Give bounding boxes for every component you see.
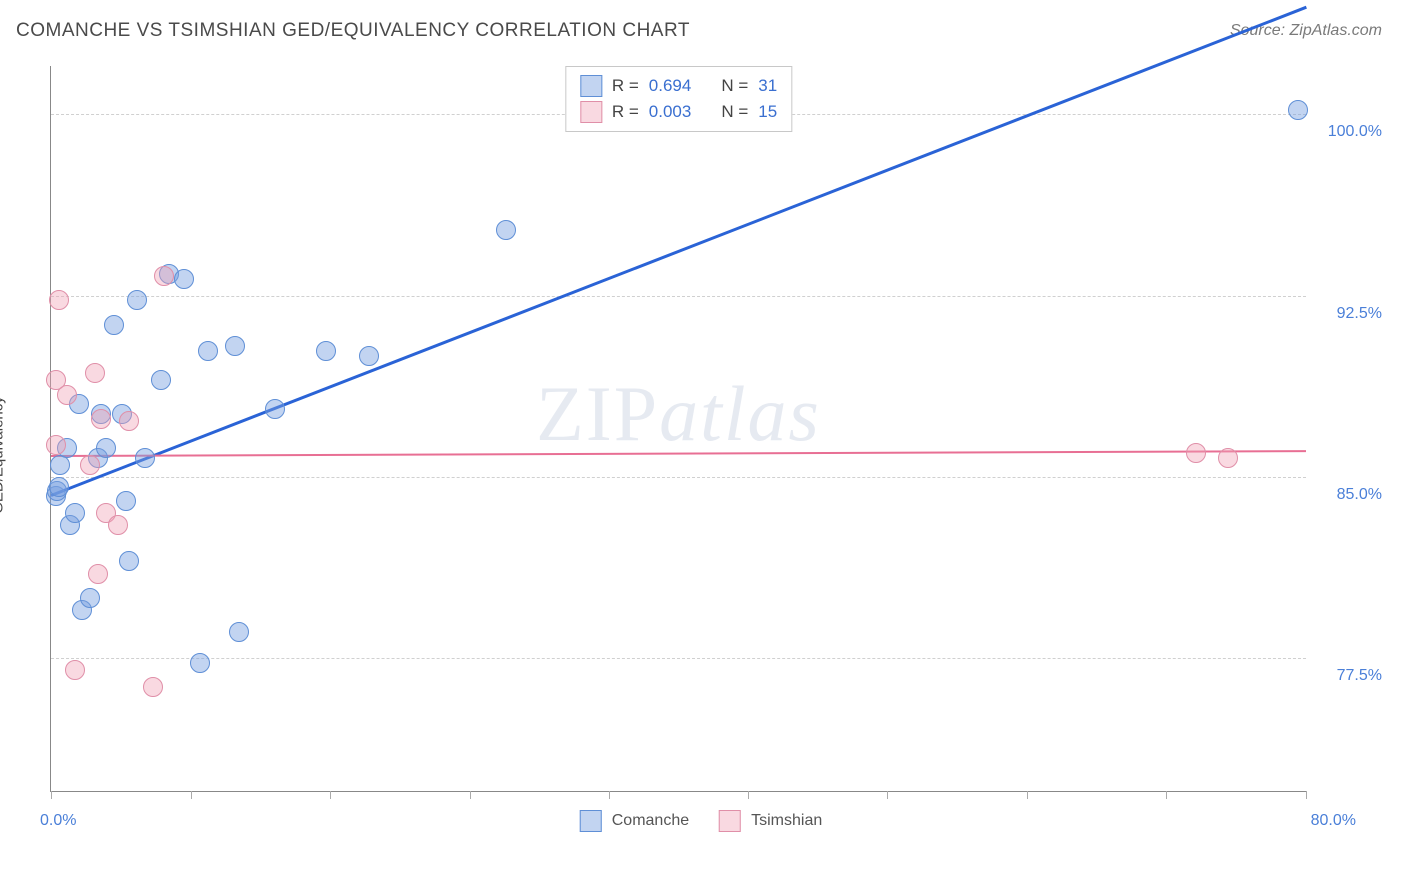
series1-point	[229, 622, 249, 642]
y-tick-label: 100.0%	[1312, 123, 1382, 141]
series2-point	[46, 435, 66, 455]
legend-item-tsimshian: Tsimshian	[719, 810, 822, 832]
series1-point	[190, 653, 210, 673]
series1-point	[135, 448, 155, 468]
series1-point	[359, 346, 379, 366]
correlation-legend: R = 0.694 N = 31 R = 0.003 N = 15	[565, 66, 792, 132]
gridline	[51, 477, 1306, 478]
swatch-comanche	[580, 75, 602, 97]
series1-point	[116, 491, 136, 511]
series2-point	[154, 266, 174, 286]
x-axis-min-label: 0.0%	[40, 812, 76, 830]
series1-point	[127, 290, 147, 310]
plot-area: ZIPatlas R = 0.694 N = 31 R = 0.003 N = …	[50, 66, 1306, 792]
n-label: N =	[721, 76, 748, 96]
chart-container: GED/Equivalency ZIPatlas R = 0.694 N = 3…	[16, 58, 1386, 852]
x-tick-mark	[51, 791, 52, 799]
legend-item-comanche: Comanche	[580, 810, 689, 832]
series2-point	[80, 455, 100, 475]
r-value-comanche: 0.694	[649, 76, 692, 96]
series2-point	[91, 409, 111, 429]
source-attribution: Source: ZipAtlas.com	[1230, 22, 1382, 40]
swatch-comanche	[580, 810, 602, 832]
series2-point	[108, 515, 128, 535]
series-legend: Comanche Tsimshian	[580, 810, 823, 832]
series1-point	[104, 315, 124, 335]
series1-point	[225, 336, 245, 356]
series2-point	[1218, 448, 1238, 468]
series1-point	[265, 399, 285, 419]
r-label: R =	[612, 102, 639, 122]
series1-point	[65, 503, 85, 523]
watermark: ZIPatlas	[536, 369, 821, 459]
series-name-comanche: Comanche	[612, 812, 689, 830]
series1-point	[198, 341, 218, 361]
n-value-tsimshian: 15	[758, 102, 777, 122]
legend-row-tsimshian: R = 0.003 N = 15	[580, 99, 777, 125]
series2-point	[65, 660, 85, 680]
swatch-tsimshian	[580, 101, 602, 123]
swatch-tsimshian	[719, 810, 741, 832]
x-tick-mark	[330, 791, 331, 799]
x-tick-mark	[609, 791, 610, 799]
x-tick-mark	[1166, 791, 1167, 799]
x-tick-mark	[748, 791, 749, 799]
series2-point	[85, 363, 105, 383]
y-tick-label: 85.0%	[1312, 486, 1382, 504]
y-tick-label: 92.5%	[1312, 305, 1382, 323]
series1-point	[80, 588, 100, 608]
gridline	[51, 658, 1306, 659]
x-tick-mark	[1306, 791, 1307, 799]
series1-point	[151, 370, 171, 390]
series2-point	[119, 411, 139, 431]
series2-point	[57, 385, 77, 405]
n-value-comanche: 31	[758, 76, 777, 96]
series1-point	[316, 341, 336, 361]
x-tick-mark	[887, 791, 888, 799]
chart-title: COMANCHE VS TSIMSHIAN GED/EQUIVALENCY CO…	[16, 20, 690, 42]
x-axis-max-label: 80.0%	[1311, 812, 1356, 830]
series1-point	[1288, 100, 1308, 120]
series2-point	[143, 677, 163, 697]
series1-point	[96, 438, 116, 458]
x-tick-mark	[191, 791, 192, 799]
y-axis-label: GED/Equivalency	[0, 396, 7, 514]
x-tick-mark	[470, 791, 471, 799]
series1-point	[119, 551, 139, 571]
legend-row-comanche: R = 0.694 N = 31	[580, 73, 777, 99]
series1-point	[174, 269, 194, 289]
r-value-tsimshian: 0.003	[649, 102, 692, 122]
series2-point	[1186, 443, 1206, 463]
series1-point	[49, 477, 69, 497]
series2-trendline	[51, 450, 1306, 457]
series1-point	[496, 220, 516, 240]
series-name-tsimshian: Tsimshian	[751, 812, 822, 830]
n-label: N =	[721, 102, 748, 122]
x-tick-mark	[1027, 791, 1028, 799]
series2-point	[88, 564, 108, 584]
y-tick-label: 77.5%	[1312, 667, 1382, 685]
gridline	[51, 296, 1306, 297]
r-label: R =	[612, 76, 639, 96]
series2-point	[49, 290, 69, 310]
